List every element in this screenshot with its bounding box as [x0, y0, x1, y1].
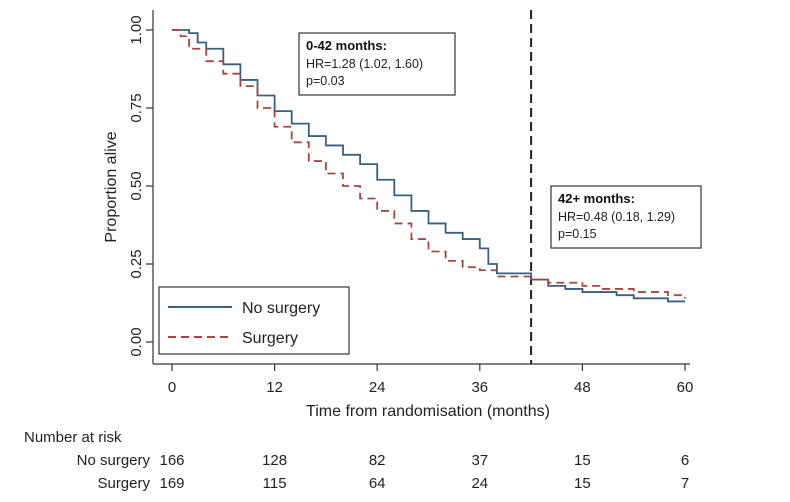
- annotation-title: 0-42 months:: [306, 38, 387, 53]
- annotation-hr: HR=0.48 (0.18, 1.29): [558, 210, 675, 224]
- annotation-0-42-months: 0-42 months: HR=1.28 (1.02, 1.60) p=0.03: [298, 32, 456, 96]
- x-tick-label: 12: [266, 379, 283, 396]
- risk-value: 37: [471, 452, 488, 469]
- risk-row-label: Surgery: [97, 475, 150, 492]
- risk-value: 166: [159, 452, 184, 469]
- annotation-box: [550, 185, 702, 249]
- number-at-risk-title: Number at risk: [24, 429, 122, 446]
- risk-value: 128: [262, 452, 287, 469]
- y-axis-title: Proportion alive: [103, 131, 120, 242]
- series-line-surgery: [172, 29, 686, 299]
- y-tick-label: 0.00: [128, 327, 145, 356]
- x-axis-title: Time from randomisation (months): [306, 403, 550, 420]
- risk-value: 15: [574, 475, 591, 492]
- number-at-risk-table: Number at risk No surgery Surgery 166 128…: [24, 429, 689, 492]
- series-line-no-surgery: [172, 29, 685, 303]
- risk-value: 169: [159, 475, 184, 492]
- risk-value: 6: [681, 452, 689, 469]
- annotation-box: [298, 32, 456, 96]
- risk-value: 115: [263, 475, 287, 492]
- y-tick-label: 0.50: [128, 171, 145, 200]
- axes: [152, 10, 690, 365]
- ticks: 0 12 24 36 48 60 0.00 0.25 0.50 0.75 1.00: [128, 15, 693, 396]
- legend-label-surgery: Surgery: [242, 330, 298, 347]
- x-tick-label: 60: [677, 379, 694, 396]
- x-tick-label: 24: [369, 379, 386, 396]
- x-tick-label: 0: [168, 379, 176, 396]
- y-tick-label: 0.25: [128, 249, 145, 278]
- legend-box: [158, 286, 350, 355]
- legend: No surgery Surgery: [158, 286, 350, 355]
- risk-value: 24: [471, 475, 488, 492]
- y-tick-label: 0.75: [128, 93, 145, 122]
- x-tick-label: 48: [574, 379, 591, 396]
- annotation-hr: HR=1.28 (1.02, 1.60): [306, 57, 423, 71]
- annotation-p: p=0.03: [306, 74, 345, 88]
- y-tick-label: 1.00: [128, 15, 145, 44]
- legend-label-no-surgery: No surgery: [242, 300, 320, 317]
- annotation-p: p=0.15: [558, 227, 597, 241]
- x-tick-label: 36: [471, 379, 488, 396]
- series-layer: [172, 29, 686, 303]
- risk-value: 15: [574, 452, 591, 469]
- risk-value: 7: [681, 475, 689, 492]
- risk-value: 64: [369, 475, 386, 492]
- annotation-title: 42+ months:: [558, 191, 635, 206]
- risk-value: 82: [369, 452, 386, 469]
- risk-row-label: No surgery: [77, 452, 151, 469]
- annotation-42-plus-months: 42+ months: HR=0.48 (0.18, 1.29) p=0.15: [550, 185, 702, 249]
